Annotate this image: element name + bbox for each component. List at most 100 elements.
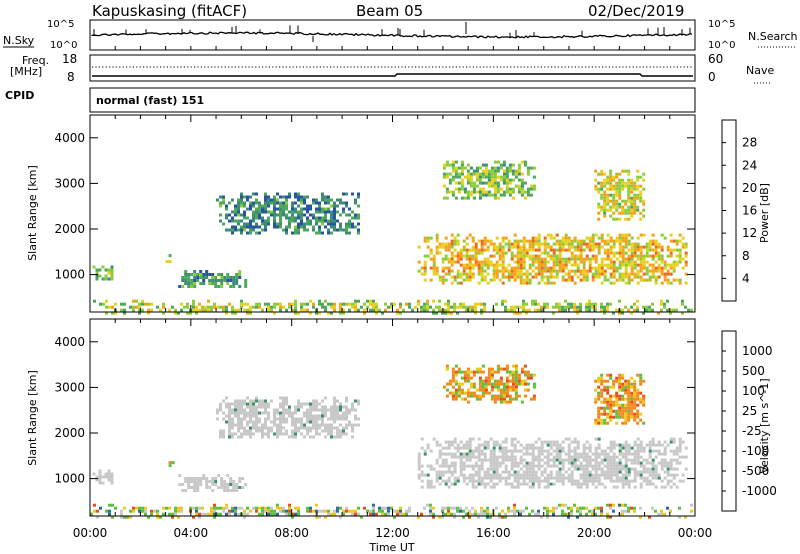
data-cell bbox=[600, 233, 604, 237]
data-cell bbox=[615, 266, 619, 270]
data-cell bbox=[225, 308, 228, 312]
data-cell bbox=[618, 385, 622, 389]
data-cell bbox=[621, 373, 625, 377]
data-cell bbox=[459, 254, 463, 258]
data-cell bbox=[606, 202, 610, 206]
data-cell bbox=[255, 509, 258, 513]
data-cell bbox=[603, 272, 607, 276]
data-cell bbox=[618, 196, 622, 200]
data-cell bbox=[508, 400, 512, 404]
data-cell bbox=[231, 408, 234, 412]
data-cell bbox=[576, 257, 580, 261]
data-cell bbox=[249, 222, 252, 226]
data-cell bbox=[288, 408, 291, 412]
data-cell bbox=[238, 273, 242, 276]
data-cell bbox=[612, 455, 616, 459]
data-cell bbox=[226, 276, 230, 279]
data-cell bbox=[505, 367, 509, 371]
data-cell bbox=[474, 263, 478, 267]
data-cell bbox=[489, 242, 493, 246]
data-cell bbox=[642, 476, 646, 480]
data-cell bbox=[552, 269, 556, 273]
data-cell bbox=[511, 364, 515, 368]
data-cell bbox=[529, 184, 533, 188]
data-cell bbox=[285, 198, 288, 202]
data-cell bbox=[351, 305, 354, 309]
data-cell bbox=[576, 254, 580, 258]
data-cell bbox=[612, 263, 616, 267]
data-cell bbox=[606, 397, 610, 401]
data-cell bbox=[663, 263, 667, 267]
data-cell bbox=[513, 260, 517, 264]
data-cell bbox=[615, 217, 619, 221]
data-cell bbox=[468, 263, 472, 267]
data-cell bbox=[435, 443, 439, 447]
data-cell bbox=[564, 437, 568, 441]
data-cell bbox=[273, 213, 276, 217]
data-cell bbox=[264, 222, 267, 226]
data-cell bbox=[645, 308, 648, 312]
data-cell bbox=[669, 464, 673, 468]
data-cell bbox=[540, 446, 544, 450]
data-cell bbox=[481, 190, 485, 194]
data-cell bbox=[267, 308, 270, 312]
data-cell bbox=[517, 187, 521, 191]
data-cell bbox=[594, 266, 598, 270]
data-cell bbox=[630, 199, 634, 203]
data-cell bbox=[520, 370, 524, 374]
data-cell bbox=[226, 273, 230, 276]
data-cell bbox=[501, 281, 505, 285]
power-colorbar-tick-label: 8 bbox=[742, 249, 750, 263]
data-cell bbox=[510, 464, 514, 468]
data-cell bbox=[405, 302, 408, 306]
data-cell bbox=[582, 470, 586, 474]
data-cell bbox=[498, 455, 502, 459]
data-cell bbox=[453, 467, 457, 471]
data-cell bbox=[243, 225, 246, 229]
data-cell bbox=[651, 302, 654, 306]
data-cell bbox=[612, 400, 616, 404]
data-cell bbox=[453, 248, 457, 252]
data-cell bbox=[478, 397, 482, 401]
data-cell bbox=[471, 452, 475, 456]
data-cell bbox=[585, 275, 589, 279]
data-cell bbox=[132, 299, 135, 303]
data-cell bbox=[648, 482, 652, 486]
data-cell bbox=[654, 269, 658, 273]
data-cell bbox=[537, 485, 541, 489]
data-cell bbox=[312, 426, 315, 430]
data-cell bbox=[465, 506, 468, 510]
data-cell bbox=[225, 506, 228, 510]
data-cell bbox=[669, 467, 673, 471]
data-cell bbox=[505, 364, 509, 368]
data-cell bbox=[618, 403, 622, 407]
data-cell bbox=[465, 458, 469, 462]
data-cell bbox=[270, 308, 273, 312]
data-cell bbox=[324, 213, 327, 217]
data-cell bbox=[639, 260, 643, 264]
data-cell bbox=[504, 458, 508, 462]
data-cell bbox=[219, 405, 222, 409]
data-cell bbox=[678, 446, 682, 450]
data-cell bbox=[291, 515, 294, 519]
data-cell bbox=[330, 408, 333, 412]
data-cell bbox=[603, 278, 607, 282]
data-cell bbox=[469, 382, 473, 386]
data-cell bbox=[261, 506, 264, 510]
data-cell bbox=[451, 193, 455, 197]
data-cell bbox=[279, 213, 282, 217]
data-cell bbox=[432, 272, 436, 276]
data-cell bbox=[508, 388, 512, 392]
data-cell bbox=[639, 412, 643, 416]
data-cell bbox=[510, 509, 513, 513]
data-cell bbox=[606, 199, 610, 203]
data-cell bbox=[528, 272, 532, 276]
data-cell bbox=[639, 470, 643, 474]
data-cell bbox=[522, 479, 526, 483]
data-cell bbox=[660, 467, 664, 471]
data-cell bbox=[98, 475, 102, 479]
data-cell bbox=[609, 184, 613, 188]
data-cell bbox=[261, 402, 264, 406]
data-cell bbox=[576, 458, 580, 462]
